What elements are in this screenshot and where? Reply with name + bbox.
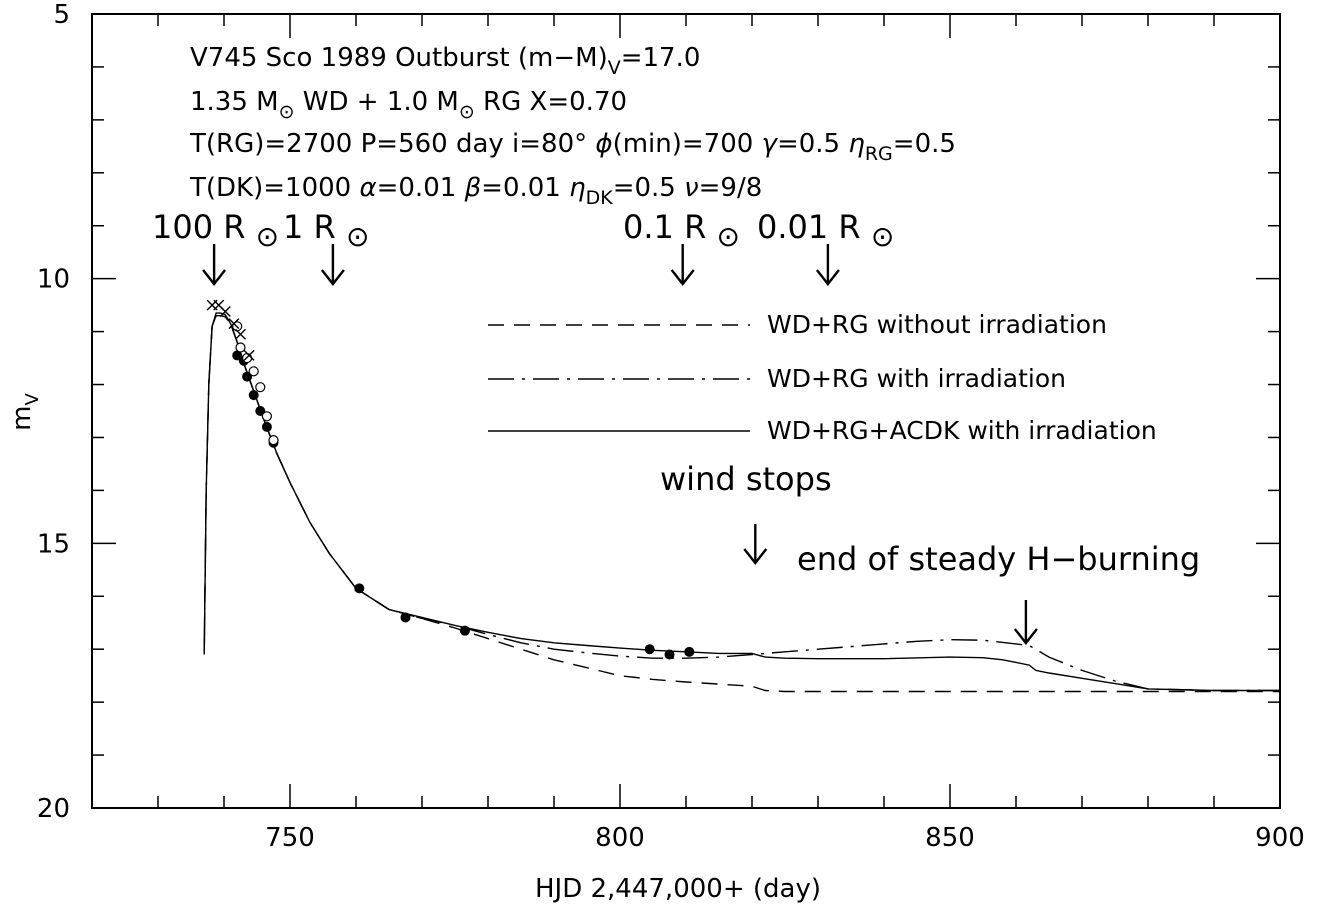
radius-label: 100 R ⊙ — [152, 208, 279, 253]
y-tick-label: 20 — [37, 794, 70, 824]
tick-labels: 750 800 850 900 5 10 15 20 — [37, 0, 1305, 853]
series-dashed-line — [203, 315, 1280, 693]
radius-label: 1 R ⊙ — [283, 208, 369, 253]
radius-arrow — [815, 244, 840, 286]
y-tick-label: 10 — [37, 265, 70, 295]
axis-ticks — [92, 13, 1281, 809]
obs-cross-point — [235, 328, 246, 340]
y-axis-label: mV — [7, 393, 43, 431]
x-tick-label: 850 — [925, 823, 975, 853]
x-axis-label: HJD 2,447,000+ (day) — [535, 874, 821, 904]
arrow-head — [815, 269, 840, 286]
radius-label: 0.1 R ⊙ — [623, 208, 740, 253]
info-line: T(RG)=2700 P=560 day i=80° ϕ(min)=700 γ=… — [189, 129, 956, 165]
legend-label: WD+RG with irradiation — [767, 364, 1066, 393]
obs-filled-point — [261, 421, 272, 432]
obs-open-point — [235, 342, 246, 353]
obs-open-point — [248, 366, 259, 377]
wind-stops-arrow — [743, 524, 768, 565]
cross-stroke — [243, 349, 255, 361]
radius-label: 0.01 R ⊙ — [757, 208, 894, 253]
info-line: T(DK)=1000 α=0.01 β=0.01 ηDK=0.5 ν=9/8 — [189, 173, 762, 209]
cross-stroke — [213, 299, 225, 311]
legend-label: WD+RG+ACDK with irradiation — [767, 416, 1157, 445]
cross-stroke — [235, 328, 246, 340]
obs-filled-point — [644, 644, 655, 655]
radius-arrow — [670, 244, 695, 286]
end-h-burning-arrow — [1013, 600, 1038, 645]
x-tick-label: 900 — [1255, 823, 1305, 853]
x-tick-label: 800 — [595, 823, 645, 853]
arrow-head — [743, 548, 768, 565]
parameter-text: V745 Sco 1989 Outburst (m−M)V=17.0 1.35 M… — [189, 43, 956, 209]
obs-filled-point — [248, 390, 259, 401]
obs-filled-point — [400, 612, 411, 623]
obs-filled-point — [459, 625, 470, 636]
obs-cross-point — [243, 349, 255, 361]
radius-arrow — [320, 244, 345, 286]
legend: WD+RG without irradiation WD+RG with irra… — [488, 310, 1157, 445]
arrow-head — [1013, 628, 1038, 645]
series-solid-line — [203, 312, 1280, 692]
arrow-head — [320, 269, 345, 286]
cross-stroke — [228, 318, 240, 330]
model-curves — [203, 312, 1280, 693]
info-line: V745 Sco 1989 Outburst (m−M)V=17.0 — [190, 43, 700, 79]
arrow-head — [670, 269, 695, 286]
end-h-burning-label: end of steady H−burning — [797, 540, 1200, 578]
y-tick-label: 5 — [53, 0, 70, 30]
obs-open-point — [255, 382, 266, 393]
radius-arrow — [202, 244, 227, 286]
obs-filled-point — [354, 583, 365, 594]
obs-open-point — [261, 411, 272, 422]
obs-cross-point — [219, 305, 231, 317]
obs-cross-point — [228, 318, 240, 330]
obs-filled-point — [684, 646, 695, 657]
wind-stops-label: wind stops — [660, 460, 832, 498]
arrow-head — [202, 269, 227, 286]
obs-filled-point — [664, 649, 675, 660]
annotations: 100 R ⊙ 1 R ⊙ 0.1 R ⊙ 0.01 R ⊙ wind stops end… — [152, 208, 1200, 645]
info-line: 1.35 M⊙ WD + 1.0 M⊙ RG X=0.70 — [190, 87, 627, 123]
y-tick-label: 15 — [37, 529, 70, 559]
x-tick-label: 750 — [265, 823, 315, 853]
observation-points — [206, 299, 695, 660]
obs-open-point — [268, 435, 279, 446]
cross-stroke — [219, 305, 231, 317]
legend-label: WD+RG without irradiation — [767, 310, 1107, 339]
series-dashdot-line — [203, 315, 1280, 692]
